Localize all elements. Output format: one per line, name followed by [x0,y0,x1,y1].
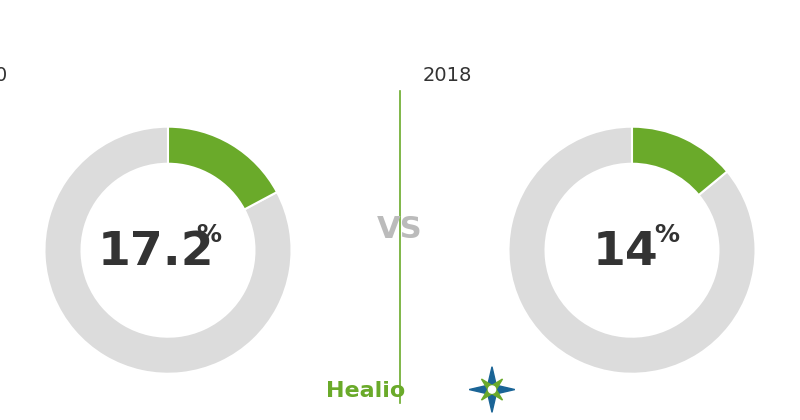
Text: VS: VS [377,215,423,244]
Polygon shape [486,390,498,412]
Text: Healio: Healio [326,381,405,401]
Polygon shape [486,367,498,390]
Text: 17.2: 17.2 [98,230,214,275]
Wedge shape [632,127,727,195]
Wedge shape [168,127,277,210]
Text: 2018: 2018 [422,66,472,85]
Polygon shape [492,384,515,395]
Circle shape [488,386,496,393]
Polygon shape [482,379,494,392]
Text: %: % [196,223,222,247]
Polygon shape [490,379,502,392]
Wedge shape [509,127,755,374]
Text: 14: 14 [593,230,658,275]
Polygon shape [490,387,502,400]
Polygon shape [482,387,494,400]
Wedge shape [168,127,277,210]
Wedge shape [45,127,291,374]
Wedge shape [632,127,727,195]
Text: 2010: 2010 [0,66,8,85]
Text: %: % [654,223,679,247]
Text: Prevalence of respiratory allergy among children in the US: Prevalence of respiratory allergy among … [53,27,747,47]
Polygon shape [469,384,492,395]
